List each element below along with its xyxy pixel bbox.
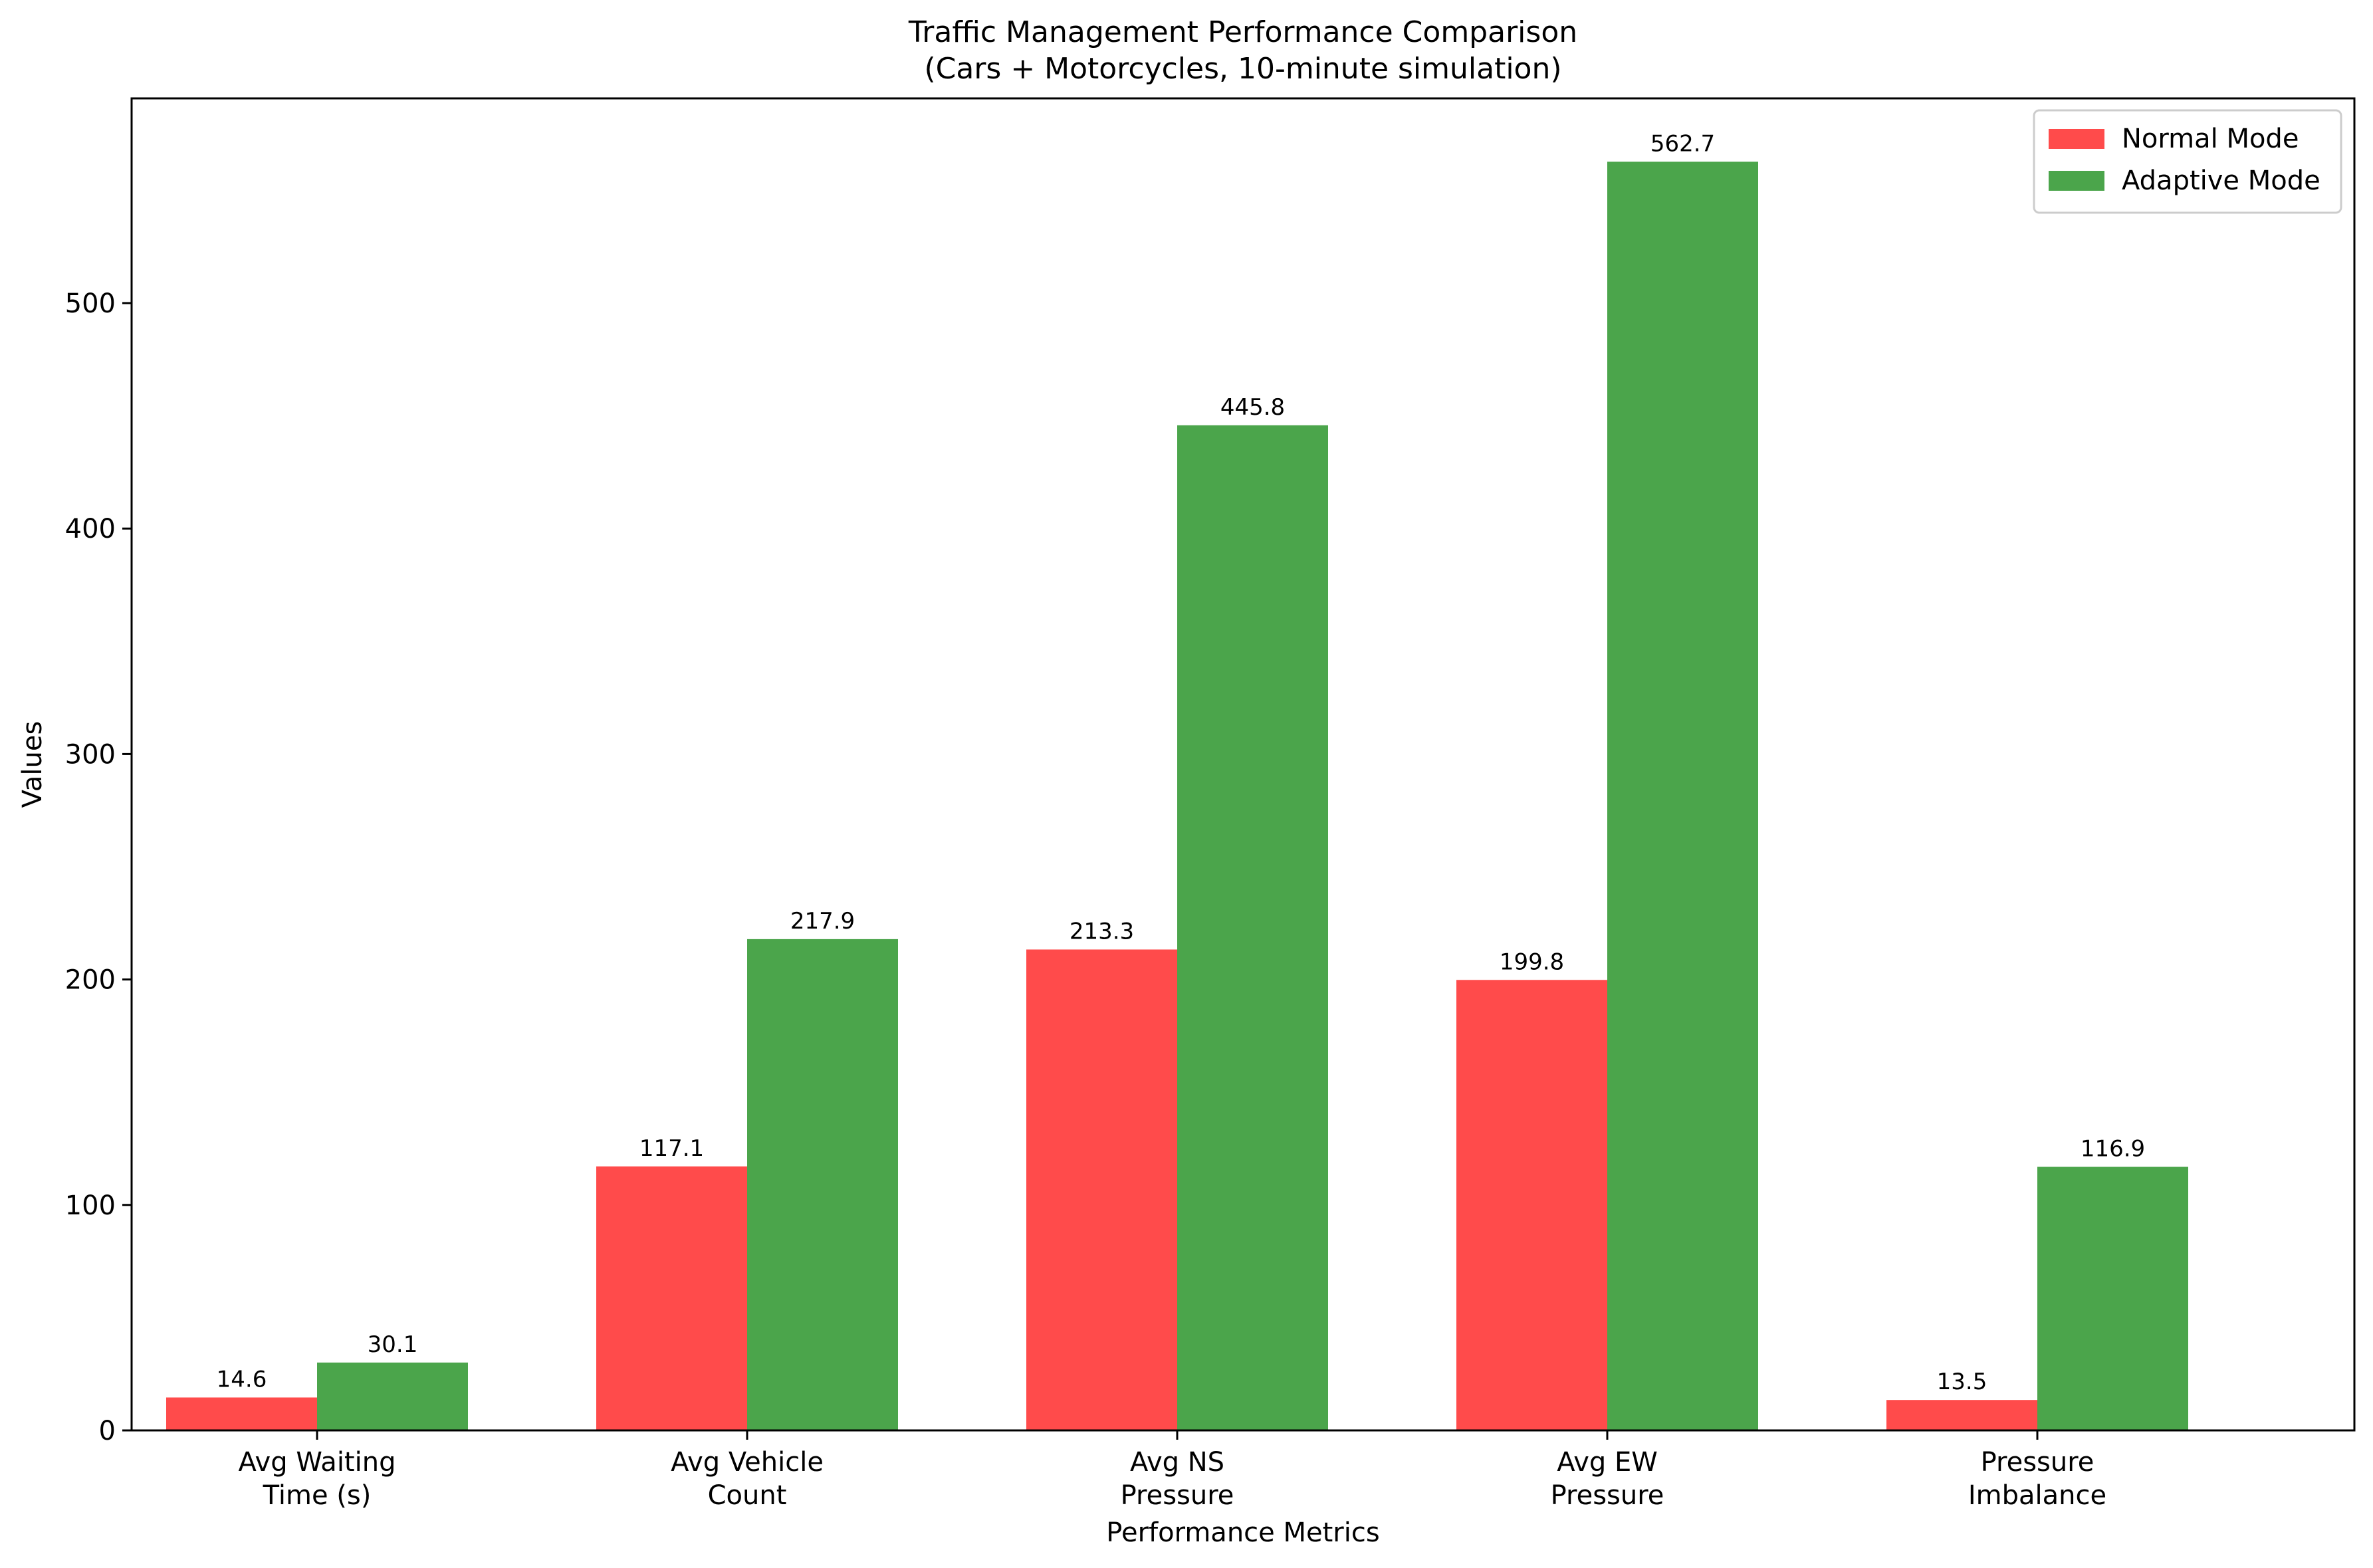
x-tick-label: Count [708,1480,787,1511]
x-tick-label: Avg Waiting [239,1447,396,1478]
plot-area: 0 100 200 300 400 500 14.6 30.1 Avg WaitingTime … [65,130,2188,1511]
x-tick-label: Pressure [1981,1447,2094,1478]
bar [1026,949,1177,1430]
legend-label: Normal Mode [2122,124,2299,154]
y-axis-label: Values [17,721,48,808]
y-tick-label: 400 [65,514,116,544]
x-tick-label: Avg NS [1130,1447,1224,1478]
bar-value-label: 14.6 [217,1366,267,1393]
x-tick-label: Avg EW [1557,1447,1658,1478]
bar-value-label: 213.3 [1070,918,1134,945]
axes-frame [130,97,2356,1432]
bar [166,1397,317,1430]
chart-subtitle: (Cars + Motorcycles, 10-minute simulatio… [924,52,1561,86]
bar-value-label: 562.7 [1650,130,1715,157]
bar [2037,1167,2188,1430]
legend-label: Adaptive Mode [2122,166,2320,196]
legend-swatch [2049,171,2104,191]
bar-value-label: 117.1 [639,1135,704,1162]
x-tick-label: Time (s) [263,1480,372,1511]
legend: Normal Mode Adaptive Mode [2033,109,2342,214]
y-tick-label: 300 [65,739,116,770]
bar [596,1166,747,1430]
bar-value-label: 13.5 [1937,1369,1987,1395]
bar [317,1362,468,1430]
y-tick-label: 500 [65,288,116,319]
x-axis-label: Performance Metrics [1106,1517,1379,1548]
bar [1607,162,1758,1430]
legend-swatch [2049,129,2104,149]
bar-value-label: 217.9 [790,908,855,935]
bar [1456,980,1607,1430]
bar-value-label: 199.8 [1500,949,1564,975]
bar [1886,1400,2037,1430]
y-tick-label: 200 [65,965,116,996]
bar-value-label: 445.8 [1220,394,1285,421]
x-tick-label: Pressure [1121,1480,1234,1511]
chart-title: Traffic Management Performance Compariso… [908,15,1577,49]
x-tick-label: Imbalance [1968,1480,2106,1511]
x-tick-label: Avg Vehicle [671,1447,824,1478]
bar [1177,425,1328,1430]
bar-value-label: 30.1 [368,1331,418,1358]
bar [747,939,898,1430]
bar-value-label: 116.9 [2081,1135,2145,1162]
y-tick-label: 0 [99,1416,116,1446]
x-tick-label: Pressure [1551,1480,1664,1511]
y-tick-label: 100 [65,1190,116,1221]
legend-frame [2033,109,2342,214]
